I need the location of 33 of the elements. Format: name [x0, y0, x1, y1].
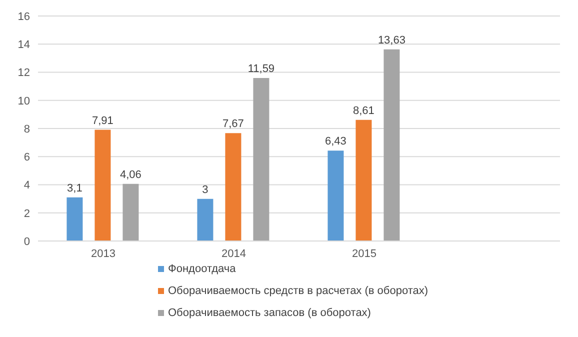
bar [225, 133, 242, 241]
bar [253, 78, 270, 241]
data-label: 6,43 [325, 136, 346, 148]
data-label: 7,67 [222, 118, 244, 130]
data-label: 8,61 [353, 104, 374, 117]
x-tick-label: 2015 [352, 248, 376, 260]
y-tick-label: 2 [24, 208, 30, 220]
y-tick-label: 8 [24, 123, 30, 136]
data-label: 3,1 [67, 182, 82, 194]
data-label: 11,59 [248, 63, 275, 76]
x-tick-label: 2014 [222, 248, 246, 260]
legend-label: Оборачиваемость запасов (в оборотах) [168, 307, 371, 319]
bar [356, 120, 372, 241]
y-tick-label: 12 [18, 67, 30, 80]
bar [66, 197, 83, 241]
y-tick-label: 14 [18, 39, 30, 52]
y-tick-label: 6 [24, 152, 30, 164]
bar [94, 130, 111, 241]
legend-label: Фондоотдача [168, 263, 236, 275]
x-tick-label: 2013 [91, 248, 116, 260]
data-label: 3 [202, 184, 208, 196]
bar [122, 184, 139, 241]
y-tick-label: 4 [24, 180, 30, 192]
data-label: 4,06 [120, 168, 142, 181]
y-tick-label: 16 [18, 10, 30, 23]
bar [328, 150, 344, 241]
bar [197, 198, 214, 241]
data-label: 7,91 [92, 114, 114, 127]
y-tick-label: 10 [18, 95, 30, 108]
data-label: 13,63 [378, 34, 406, 46]
y-tick-label: 0 [24, 236, 30, 248]
bar [384, 49, 400, 241]
legend-label: Оборачиваемость средств в расчетах (в оборотах) [168, 285, 428, 297]
